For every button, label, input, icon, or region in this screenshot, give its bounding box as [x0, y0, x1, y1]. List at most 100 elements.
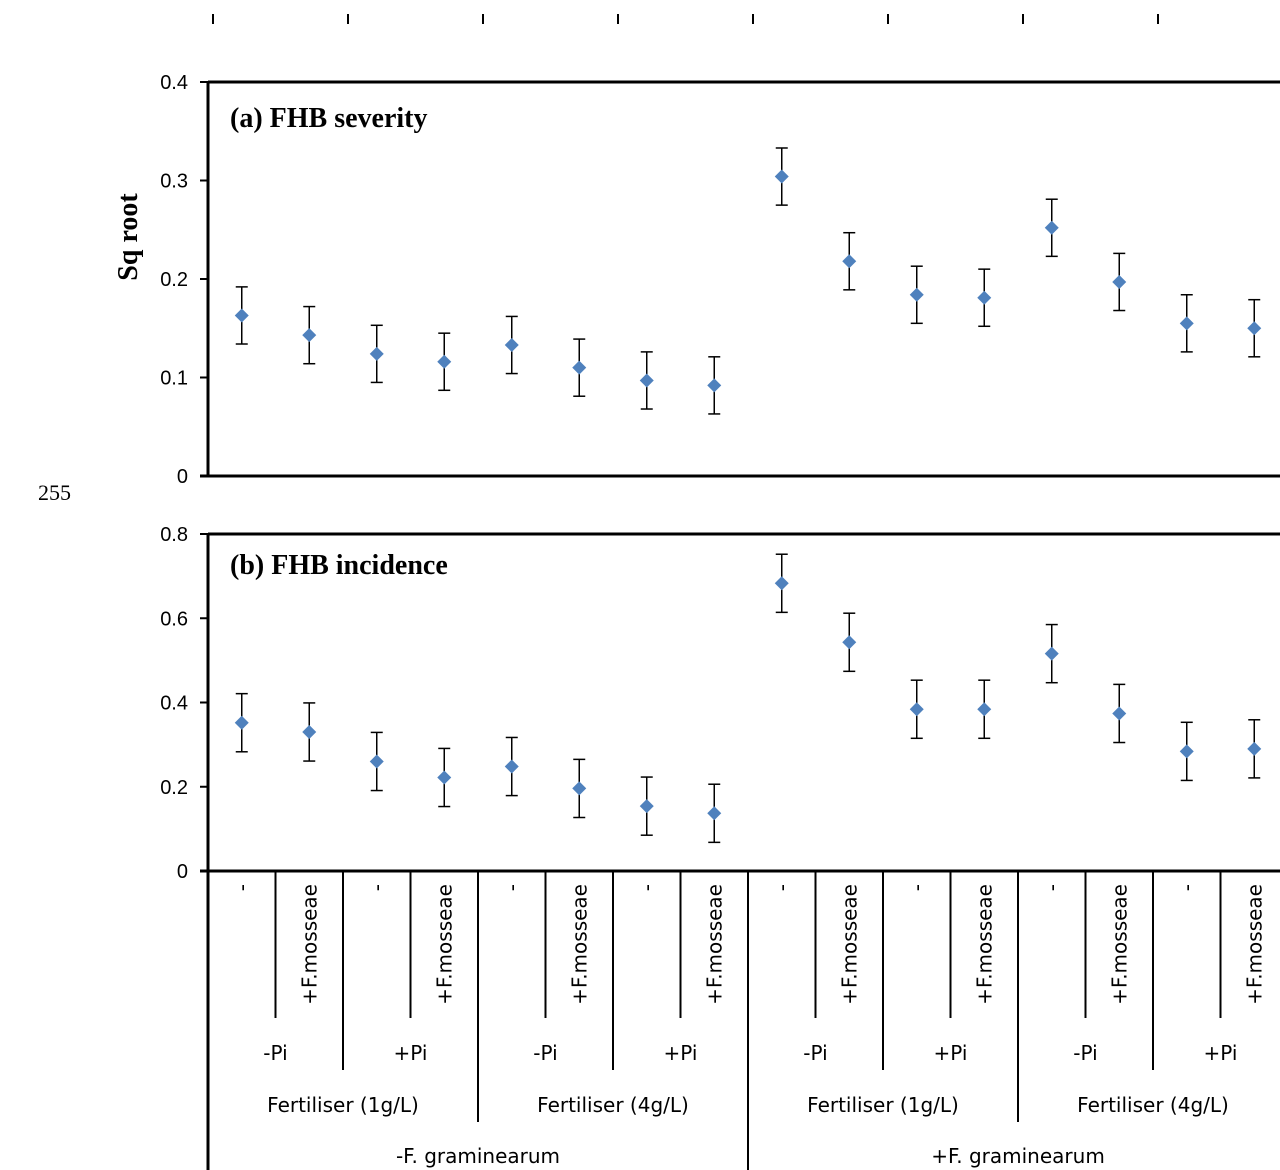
data-point-group — [437, 747, 452, 808]
data-point-group — [639, 351, 654, 410]
data-point-group — [437, 332, 452, 392]
category-level1-label: +F.mosseae — [1107, 884, 1131, 1005]
data-point — [639, 373, 654, 388]
data-point — [842, 254, 857, 269]
data-point-group — [977, 679, 992, 740]
y-tick-label: 0.4 — [160, 72, 188, 94]
y-tick-label: 0.3 — [160, 171, 188, 193]
panel-a-y-ticks: 0 0.1 0.2 0.3 0.4 — [160, 72, 208, 488]
data-point-group — [1179, 294, 1194, 353]
data-point-group — [842, 612, 857, 673]
category-level4-label: +F. graminearum — [931, 1144, 1105, 1168]
data-point-group — [774, 147, 789, 206]
y-tick-label: 0.6 — [160, 608, 188, 630]
data-point-group — [504, 315, 519, 375]
y-axis-label: Sq root — [113, 193, 144, 281]
data-point — [234, 308, 249, 323]
panel-a-points — [234, 147, 1262, 415]
data-point-group — [1112, 683, 1127, 744]
y-tick-label: 0.2 — [160, 269, 188, 291]
data-point — [1179, 316, 1194, 331]
category-level1-label: - — [1040, 884, 1064, 891]
data-point — [977, 702, 992, 717]
data-point-group — [234, 286, 249, 345]
y-tick-label: 0 — [177, 861, 188, 883]
panel-fhb-incidence: 0 0.2 0.4 0.6 0.8 (b) FHB incidence — [160, 524, 1280, 883]
data-point-group — [774, 553, 789, 614]
panel-b-title: (b) FHB incidence — [230, 550, 448, 581]
data-point-group — [572, 758, 587, 819]
category-level1-label: - — [770, 884, 794, 891]
category-level1-label: +F.mosseae — [567, 884, 591, 1005]
category-level2-label: +Pi — [664, 1041, 698, 1065]
data-point — [437, 354, 452, 369]
category-level2-label: +Pi — [934, 1041, 968, 1065]
data-point — [504, 337, 519, 352]
top-tick-marks — [212, 14, 1159, 24]
y-tick-label: 0 — [177, 466, 188, 488]
data-point — [369, 754, 384, 769]
data-point-group — [234, 692, 249, 753]
data-point-group — [707, 356, 722, 415]
data-point — [1112, 706, 1127, 721]
y-tick-label: 0.1 — [160, 368, 188, 390]
data-point — [302, 328, 317, 343]
data-point — [909, 702, 924, 717]
category-level1-label: +F.mosseae — [1242, 884, 1266, 1005]
data-point-group — [302, 702, 317, 762]
data-point — [572, 781, 587, 796]
category-level1-label: - — [500, 884, 524, 891]
data-point-group — [1247, 298, 1262, 358]
data-point-group — [1044, 623, 1059, 684]
data-point — [774, 576, 789, 591]
category-level1-label: +F.mosseae — [972, 884, 996, 1005]
data-point — [639, 799, 654, 814]
data-point-group — [572, 338, 587, 397]
panel-b-frame — [200, 532, 1280, 873]
category-level2-label: -Pi — [263, 1041, 287, 1065]
panel-b-y-ticks: 0 0.2 0.4 0.6 0.8 — [160, 524, 208, 883]
data-point-group — [504, 736, 519, 797]
category-axis: - +F.mosseae - +F.mosseae - +F.mosseae - +F.mos… — [206, 871, 1266, 1170]
category-level2-label: -Pi — [533, 1041, 557, 1065]
category-level1-label: - — [365, 884, 389, 891]
data-point — [707, 806, 722, 821]
category-level2-label: +Pi — [1204, 1041, 1238, 1065]
data-point-group — [639, 776, 654, 836]
category-level2-label: -Pi — [1073, 1041, 1097, 1065]
data-point — [302, 724, 317, 739]
line-number: 255 — [38, 480, 71, 505]
data-point — [504, 759, 519, 774]
data-point — [977, 290, 992, 305]
panel-a-title: (a) FHB severity — [230, 103, 428, 134]
category-level3-label: Fertiliser (1g/L) — [807, 1093, 959, 1117]
data-point-group — [909, 265, 924, 325]
data-point-group — [977, 268, 992, 328]
y-tick-label: 0.4 — [160, 693, 188, 715]
data-point-group — [1044, 198, 1059, 258]
data-point — [1179, 744, 1194, 759]
category-level3-label: Fertiliser (4g/L) — [537, 1093, 689, 1117]
data-point — [437, 770, 452, 785]
data-point — [1247, 741, 1262, 756]
category-level1-label: - — [1175, 884, 1199, 891]
category-level1-label: +F.mosseae — [837, 884, 861, 1005]
data-point — [707, 378, 722, 393]
panel-fhb-severity: 0 0.1 0.2 0.3 0.4 (a) FHB severity Sq root — [113, 72, 1280, 488]
data-point-group — [1179, 721, 1194, 782]
data-point — [1247, 321, 1262, 336]
category-level1-label: +F.mosseae — [297, 884, 321, 1005]
data-point — [1112, 274, 1127, 289]
category-level1-label: - — [635, 884, 659, 891]
data-point-group — [1247, 719, 1262, 779]
category-level3-label: Fertiliser (1g/L) — [267, 1093, 419, 1117]
data-point-group — [1112, 252, 1127, 312]
y-tick-label: 0.2 — [160, 777, 188, 799]
data-point — [842, 635, 857, 650]
category-level1-label: +F.mosseae — [702, 884, 726, 1005]
category-level1-label: - — [905, 884, 929, 891]
category-level3-label: Fertiliser (4g/L) — [1077, 1093, 1229, 1117]
data-point-group — [909, 679, 924, 740]
panel-b-points — [234, 553, 1262, 844]
